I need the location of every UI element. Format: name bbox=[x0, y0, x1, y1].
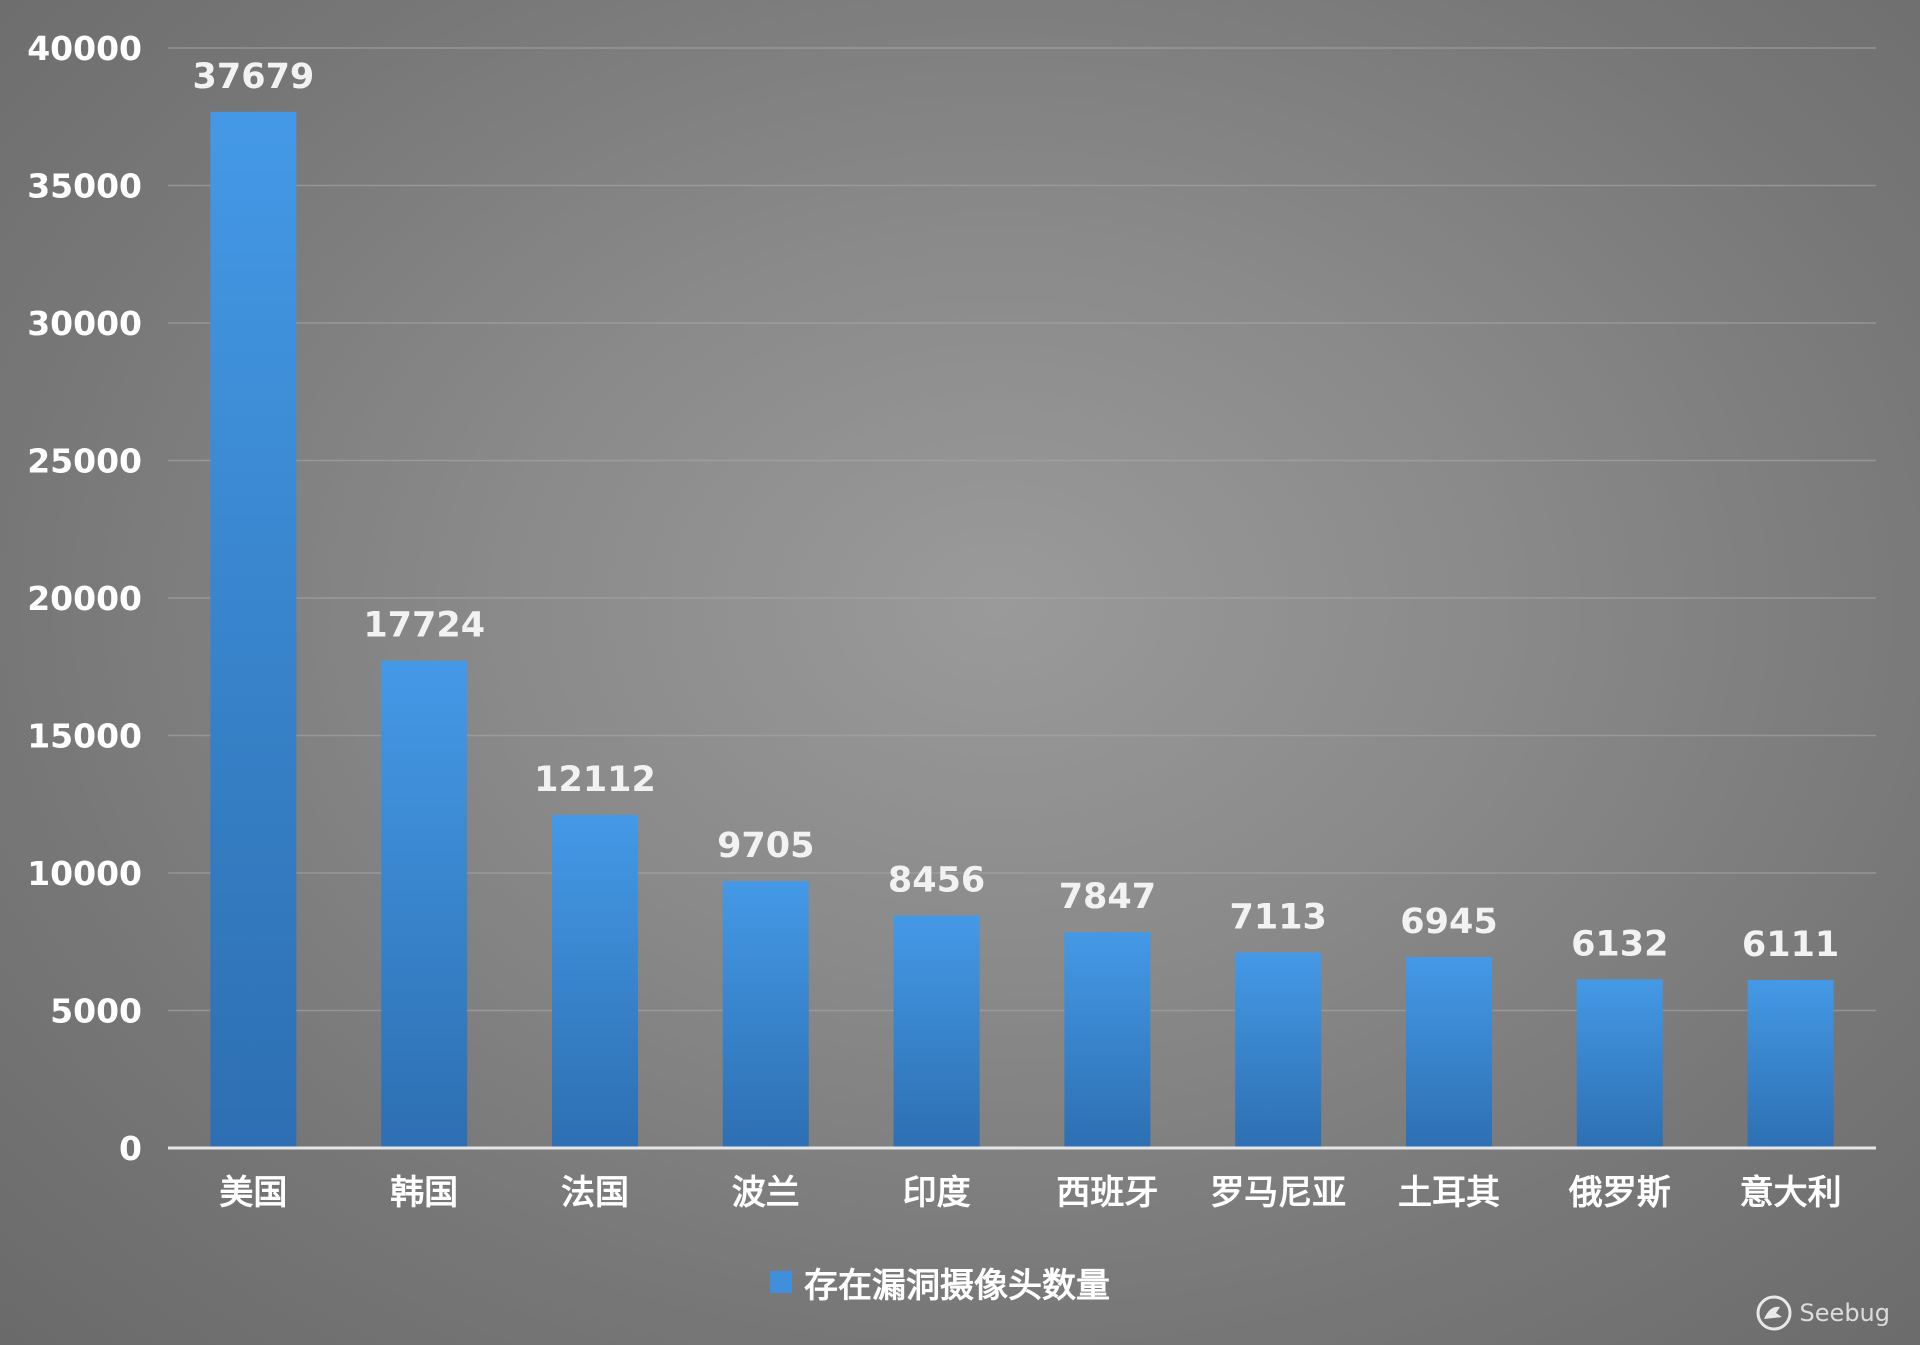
bar bbox=[552, 814, 638, 1148]
y-tick-label: 0 bbox=[119, 1129, 142, 1168]
category-label: 法国 bbox=[561, 1173, 629, 1213]
bar bbox=[210, 111, 297, 1148]
y-tick-label: 30000 bbox=[27, 304, 142, 343]
y-tick-label: 10000 bbox=[27, 854, 142, 893]
y-tick-label: 5000 bbox=[50, 992, 142, 1031]
y-axis-ticks: 0 5000 10000 15000 20000 25000 30000 35000 40000 bbox=[27, 29, 142, 1168]
data-label: 12112 bbox=[534, 760, 656, 800]
bars bbox=[210, 111, 1834, 1148]
category-label: 美国 bbox=[219, 1173, 287, 1213]
y-tick-label: 25000 bbox=[27, 442, 142, 481]
category-label: 印度 bbox=[903, 1173, 971, 1213]
y-tick-label: 20000 bbox=[27, 579, 142, 618]
data-label: 17724 bbox=[363, 606, 485, 646]
data-label: 6132 bbox=[1571, 924, 1668, 964]
bar bbox=[1064, 932, 1151, 1148]
category-label: 意大利 bbox=[1740, 1173, 1842, 1213]
y-tick-label: 35000 bbox=[27, 167, 142, 206]
data-label: 8456 bbox=[888, 860, 985, 900]
category-label: 韩国 bbox=[390, 1173, 458, 1213]
data-label: 37679 bbox=[193, 57, 315, 97]
data-label: 7847 bbox=[1059, 877, 1156, 917]
y-tick-label: 40000 bbox=[27, 29, 142, 68]
seebug-logo-icon bbox=[1756, 1295, 1792, 1331]
y-tick-label: 15000 bbox=[27, 717, 142, 756]
category-label: 土耳其 bbox=[1398, 1173, 1500, 1213]
data-label: 9705 bbox=[717, 826, 814, 866]
bar bbox=[1235, 952, 1322, 1148]
data-label: 6945 bbox=[1400, 902, 1497, 942]
legend-label: 存在漏洞摄像头数量 bbox=[804, 1265, 1110, 1306]
data-label: 6111 bbox=[1742, 925, 1839, 965]
legend: 存在漏洞摄像头数量 bbox=[770, 1262, 1110, 1306]
bar bbox=[1747, 979, 1834, 1148]
bar bbox=[722, 881, 809, 1148]
watermark: Seebug bbox=[1754, 1293, 1890, 1333]
category-labels: 美国 韩国 法国 波兰 印度 西班牙 罗马尼亚 土耳其 俄罗斯 意大利 bbox=[219, 1173, 1841, 1213]
category-label: 西班牙 bbox=[1056, 1173, 1158, 1213]
watermark-text: Seebug bbox=[1799, 1299, 1890, 1327]
data-labels: 37679 17724 12112 9705 8456 7847 7113 6945 6132 6… bbox=[193, 57, 1840, 965]
bar bbox=[381, 660, 468, 1148]
bar bbox=[1406, 957, 1492, 1148]
category-label: 波兰 bbox=[732, 1173, 800, 1213]
category-label: 俄罗斯 bbox=[1568, 1173, 1671, 1213]
data-label: 7113 bbox=[1229, 897, 1326, 937]
category-label: 罗马尼亚 bbox=[1210, 1173, 1346, 1213]
bar bbox=[1576, 979, 1663, 1148]
legend-swatch bbox=[770, 1271, 792, 1293]
bar bbox=[893, 915, 980, 1148]
